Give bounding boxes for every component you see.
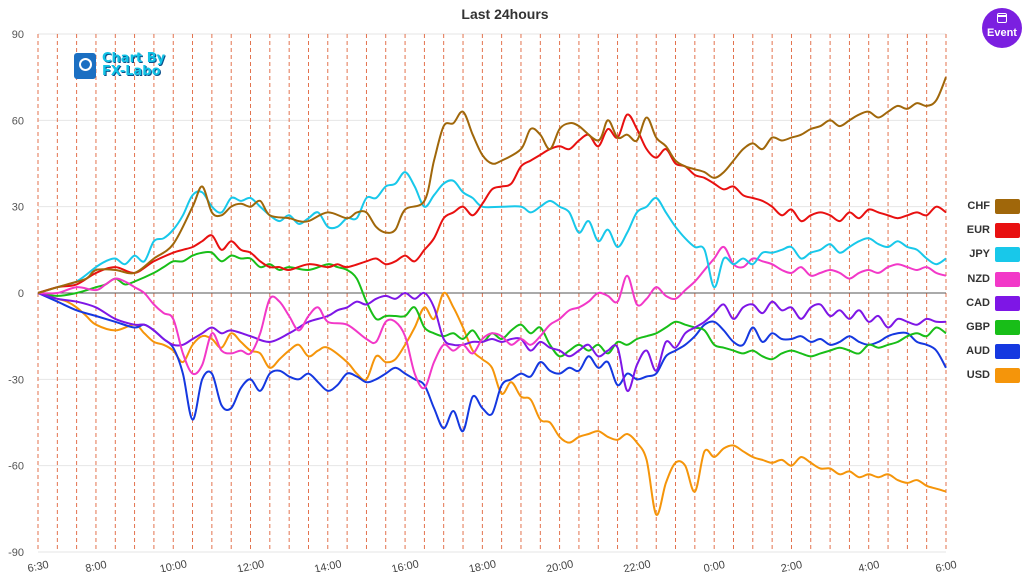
y-tick-label: 60 bbox=[12, 115, 24, 127]
series-line-chf bbox=[37, 76, 947, 294]
x-tick-label: 2:00 bbox=[780, 559, 803, 572]
x-tick-label: 4:00 bbox=[857, 559, 880, 572]
x-tick-label: 0:00 bbox=[703, 559, 726, 572]
legend-swatch bbox=[995, 223, 1020, 239]
y-tick-label: 0 bbox=[18, 288, 24, 300]
logo-line2: FX-Labo bbox=[102, 64, 161, 79]
x-tick-label: 16:00 bbox=[391, 558, 420, 572]
series-line-eur bbox=[37, 113, 947, 294]
x-tick-label: 6:00 bbox=[934, 559, 957, 572]
legend-item-usd[interactable]: USD bbox=[950, 367, 1022, 391]
watermark-logo: Chart By FX-Labo bbox=[74, 52, 174, 82]
y-tick-label: -30 bbox=[8, 374, 24, 386]
legend-label: JPY bbox=[969, 248, 990, 261]
legend-swatch bbox=[995, 199, 1020, 214]
legend-label: EUR bbox=[966, 224, 990, 237]
legend-label: CAD bbox=[966, 296, 990, 309]
legend-item-eur[interactable]: EUR bbox=[950, 222, 1022, 246]
y-tick-label: -60 bbox=[8, 461, 24, 473]
legend-swatch bbox=[995, 295, 1020, 311]
legend-label: GBP bbox=[966, 320, 990, 333]
x-tick-label: 10:00 bbox=[159, 558, 188, 572]
legend-swatch bbox=[995, 319, 1020, 335]
legend-item-nzd[interactable]: NZD bbox=[950, 271, 1022, 295]
series-line-nzd bbox=[37, 245, 947, 390]
series-line-cad bbox=[37, 291, 947, 392]
x-tick-label: 8:00 bbox=[84, 559, 107, 572]
legend-swatch bbox=[995, 247, 1020, 263]
series-line-jpy bbox=[37, 171, 947, 294]
x-tick-label: 22:00 bbox=[622, 558, 651, 572]
y-tick-label: 90 bbox=[12, 29, 24, 41]
legend-item-jpy[interactable]: JPY bbox=[950, 246, 1022, 270]
calendar-icon bbox=[997, 13, 1007, 23]
legend-label: NZD bbox=[967, 272, 990, 285]
x-tick-label: 6:30 bbox=[26, 559, 49, 572]
legend-label: AUD bbox=[966, 345, 990, 358]
x-tick-label: 12:00 bbox=[236, 558, 265, 572]
legend-label: USD bbox=[966, 369, 990, 382]
x-tick-label: 20:00 bbox=[545, 558, 574, 572]
event-button-label: Event bbox=[987, 27, 1017, 39]
legend-label: CHF bbox=[967, 200, 990, 212]
legend-item-cad[interactable]: CAD bbox=[950, 295, 1022, 319]
chart-title: Last 24hours bbox=[461, 6, 549, 22]
legend-swatch bbox=[995, 368, 1020, 384]
legend-item-chf[interactable]: CHF bbox=[950, 198, 1022, 222]
legend-swatch bbox=[995, 271, 1020, 287]
legend: CHF EUR JPY NZD CAD GBP AUD USD bbox=[950, 198, 1022, 392]
y-tick-label: -90 bbox=[8, 547, 24, 559]
y-tick-label: 30 bbox=[12, 202, 24, 214]
legend-item-gbp[interactable]: GBP bbox=[950, 319, 1022, 343]
series-line-usd bbox=[37, 291, 947, 516]
series-line-aud bbox=[37, 292, 947, 433]
x-tick-label: 18:00 bbox=[468, 558, 497, 572]
x-tick-label: 14:00 bbox=[313, 558, 342, 572]
logo-icon bbox=[74, 53, 96, 79]
legend-item-aud[interactable]: AUD bbox=[950, 343, 1022, 367]
logo-line1: Chart By bbox=[102, 51, 166, 66]
series-line-gbp bbox=[37, 250, 947, 361]
event-button[interactable]: Event bbox=[982, 8, 1022, 48]
legend-swatch bbox=[995, 344, 1020, 360]
